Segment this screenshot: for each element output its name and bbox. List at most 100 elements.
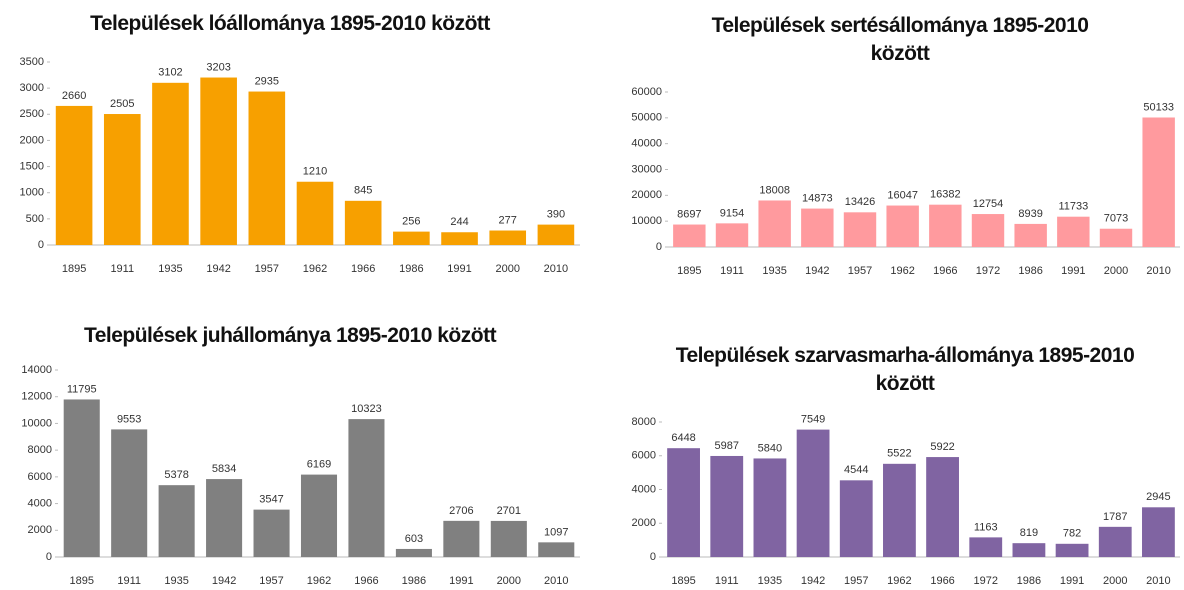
data-label: 2935	[255, 75, 279, 87]
y-tick-label: 10000	[631, 215, 662, 227]
data-label: 11795	[67, 383, 97, 395]
bar	[1142, 117, 1175, 247]
bar	[710, 455, 744, 557]
data-label: 5840	[758, 442, 782, 454]
x-tick-label: 1957	[259, 575, 283, 587]
x-tick-label: 1966	[351, 263, 375, 275]
x-tick-label: 1935	[762, 265, 786, 277]
y-tick-label: 14000	[21, 364, 52, 376]
y-tick-label: 0	[656, 241, 662, 253]
data-label: 2706	[449, 505, 473, 517]
x-tick-label: 2000	[1103, 575, 1127, 587]
x-tick-label: 1895	[62, 263, 86, 275]
y-tick-label: 6000	[632, 450, 656, 462]
x-tick-label: 1957	[848, 265, 872, 277]
bar	[63, 399, 100, 557]
x-tick-label: 1895	[677, 265, 701, 277]
y-tick-label: 3000	[20, 82, 44, 94]
y-tick-label: 10000	[21, 417, 52, 429]
x-tick-label: 1972	[976, 265, 1000, 277]
chart-title: Települések juhállománya 1895-2010 közöt…	[83, 324, 497, 347]
data-label: 6448	[671, 432, 695, 444]
y-tick-label: 8000	[28, 444, 52, 456]
data-label: 5378	[164, 469, 188, 481]
bar	[1012, 543, 1046, 557]
bar	[537, 224, 575, 245]
x-tick-label: 2010	[544, 575, 568, 587]
x-tick-label: 1962	[303, 263, 327, 275]
bar	[1098, 526, 1132, 557]
bar	[253, 509, 290, 557]
bar	[348, 419, 385, 557]
y-tick-label: 2000	[28, 524, 52, 536]
bar	[926, 457, 959, 557]
bar	[490, 520, 527, 557]
bar	[1057, 216, 1090, 247]
bar	[673, 224, 706, 247]
x-tick-label: 1935	[164, 575, 188, 587]
data-label: 256	[402, 216, 420, 228]
x-tick-label: 1942	[212, 575, 236, 587]
x-tick-label: 1942	[206, 263, 230, 275]
bar	[248, 91, 286, 245]
x-tick-label: 1966	[933, 265, 957, 277]
data-label: 50133	[1143, 101, 1174, 113]
x-tick-label: 1911	[720, 265, 744, 277]
bar	[843, 212, 877, 247]
data-label: 5987	[715, 440, 739, 452]
x-tick-label: 2000	[1104, 265, 1128, 277]
data-label: 1787	[1103, 511, 1127, 523]
bar	[1014, 223, 1047, 247]
x-tick-label: 1986	[1017, 575, 1041, 587]
bar	[886, 205, 919, 247]
x-tick-label: 2010	[1146, 265, 1170, 277]
y-tick-label: 4000	[28, 497, 52, 509]
x-tick-label: 1942	[801, 575, 825, 587]
y-tick-label: 1000	[20, 187, 44, 199]
bar	[395, 548, 432, 557]
y-tick-label: 40000	[631, 138, 662, 150]
bar	[538, 542, 575, 557]
data-label: 845	[354, 185, 372, 197]
y-tick-label: 20000	[631, 189, 662, 201]
x-tick-label: 1935	[758, 575, 782, 587]
data-label: 390	[547, 209, 565, 221]
bar	[489, 230, 527, 245]
data-label: 1163	[974, 521, 998, 533]
data-label: 9154	[720, 207, 744, 219]
x-tick-label: 1895	[69, 575, 93, 587]
y-tick-label: 50000	[631, 112, 662, 124]
x-tick-label: 1991	[1060, 575, 1084, 587]
chart-title: Települések lóállománya 1895-2010 között	[90, 12, 490, 35]
data-label: 8697	[677, 208, 701, 220]
x-tick-label: 1986	[402, 575, 426, 587]
y-tick-label: 0	[46, 551, 52, 563]
x-tick-label: 1957	[844, 575, 868, 587]
bar	[839, 480, 873, 557]
data-label: 603	[405, 533, 423, 545]
x-tick-label: 1966	[930, 575, 954, 587]
x-tick-label: 1935	[158, 263, 182, 275]
data-label: 11733	[1058, 201, 1088, 213]
x-tick-label: 1962	[890, 265, 914, 277]
data-label: 9553	[117, 413, 141, 425]
data-label: 1097	[544, 526, 568, 538]
bar	[715, 223, 749, 247]
data-label: 7073	[1104, 213, 1128, 225]
data-label: 782	[1063, 528, 1081, 540]
y-tick-label: 4000	[632, 483, 656, 495]
x-tick-label: 1895	[671, 575, 695, 587]
data-label: 5922	[930, 441, 954, 453]
x-tick-label: 1957	[255, 263, 279, 275]
y-tick-label: 3500	[20, 56, 44, 68]
bar	[443, 520, 480, 557]
x-tick-label: 1911	[110, 263, 134, 275]
y-tick-label: 60000	[631, 86, 662, 98]
bar	[103, 114, 141, 245]
chart-title: Települések szarvasmarha-állománya 1895-…	[675, 344, 1135, 395]
y-tick-label: 2000	[20, 134, 44, 146]
bar	[753, 458, 787, 557]
x-tick-label: 1991	[449, 575, 473, 587]
